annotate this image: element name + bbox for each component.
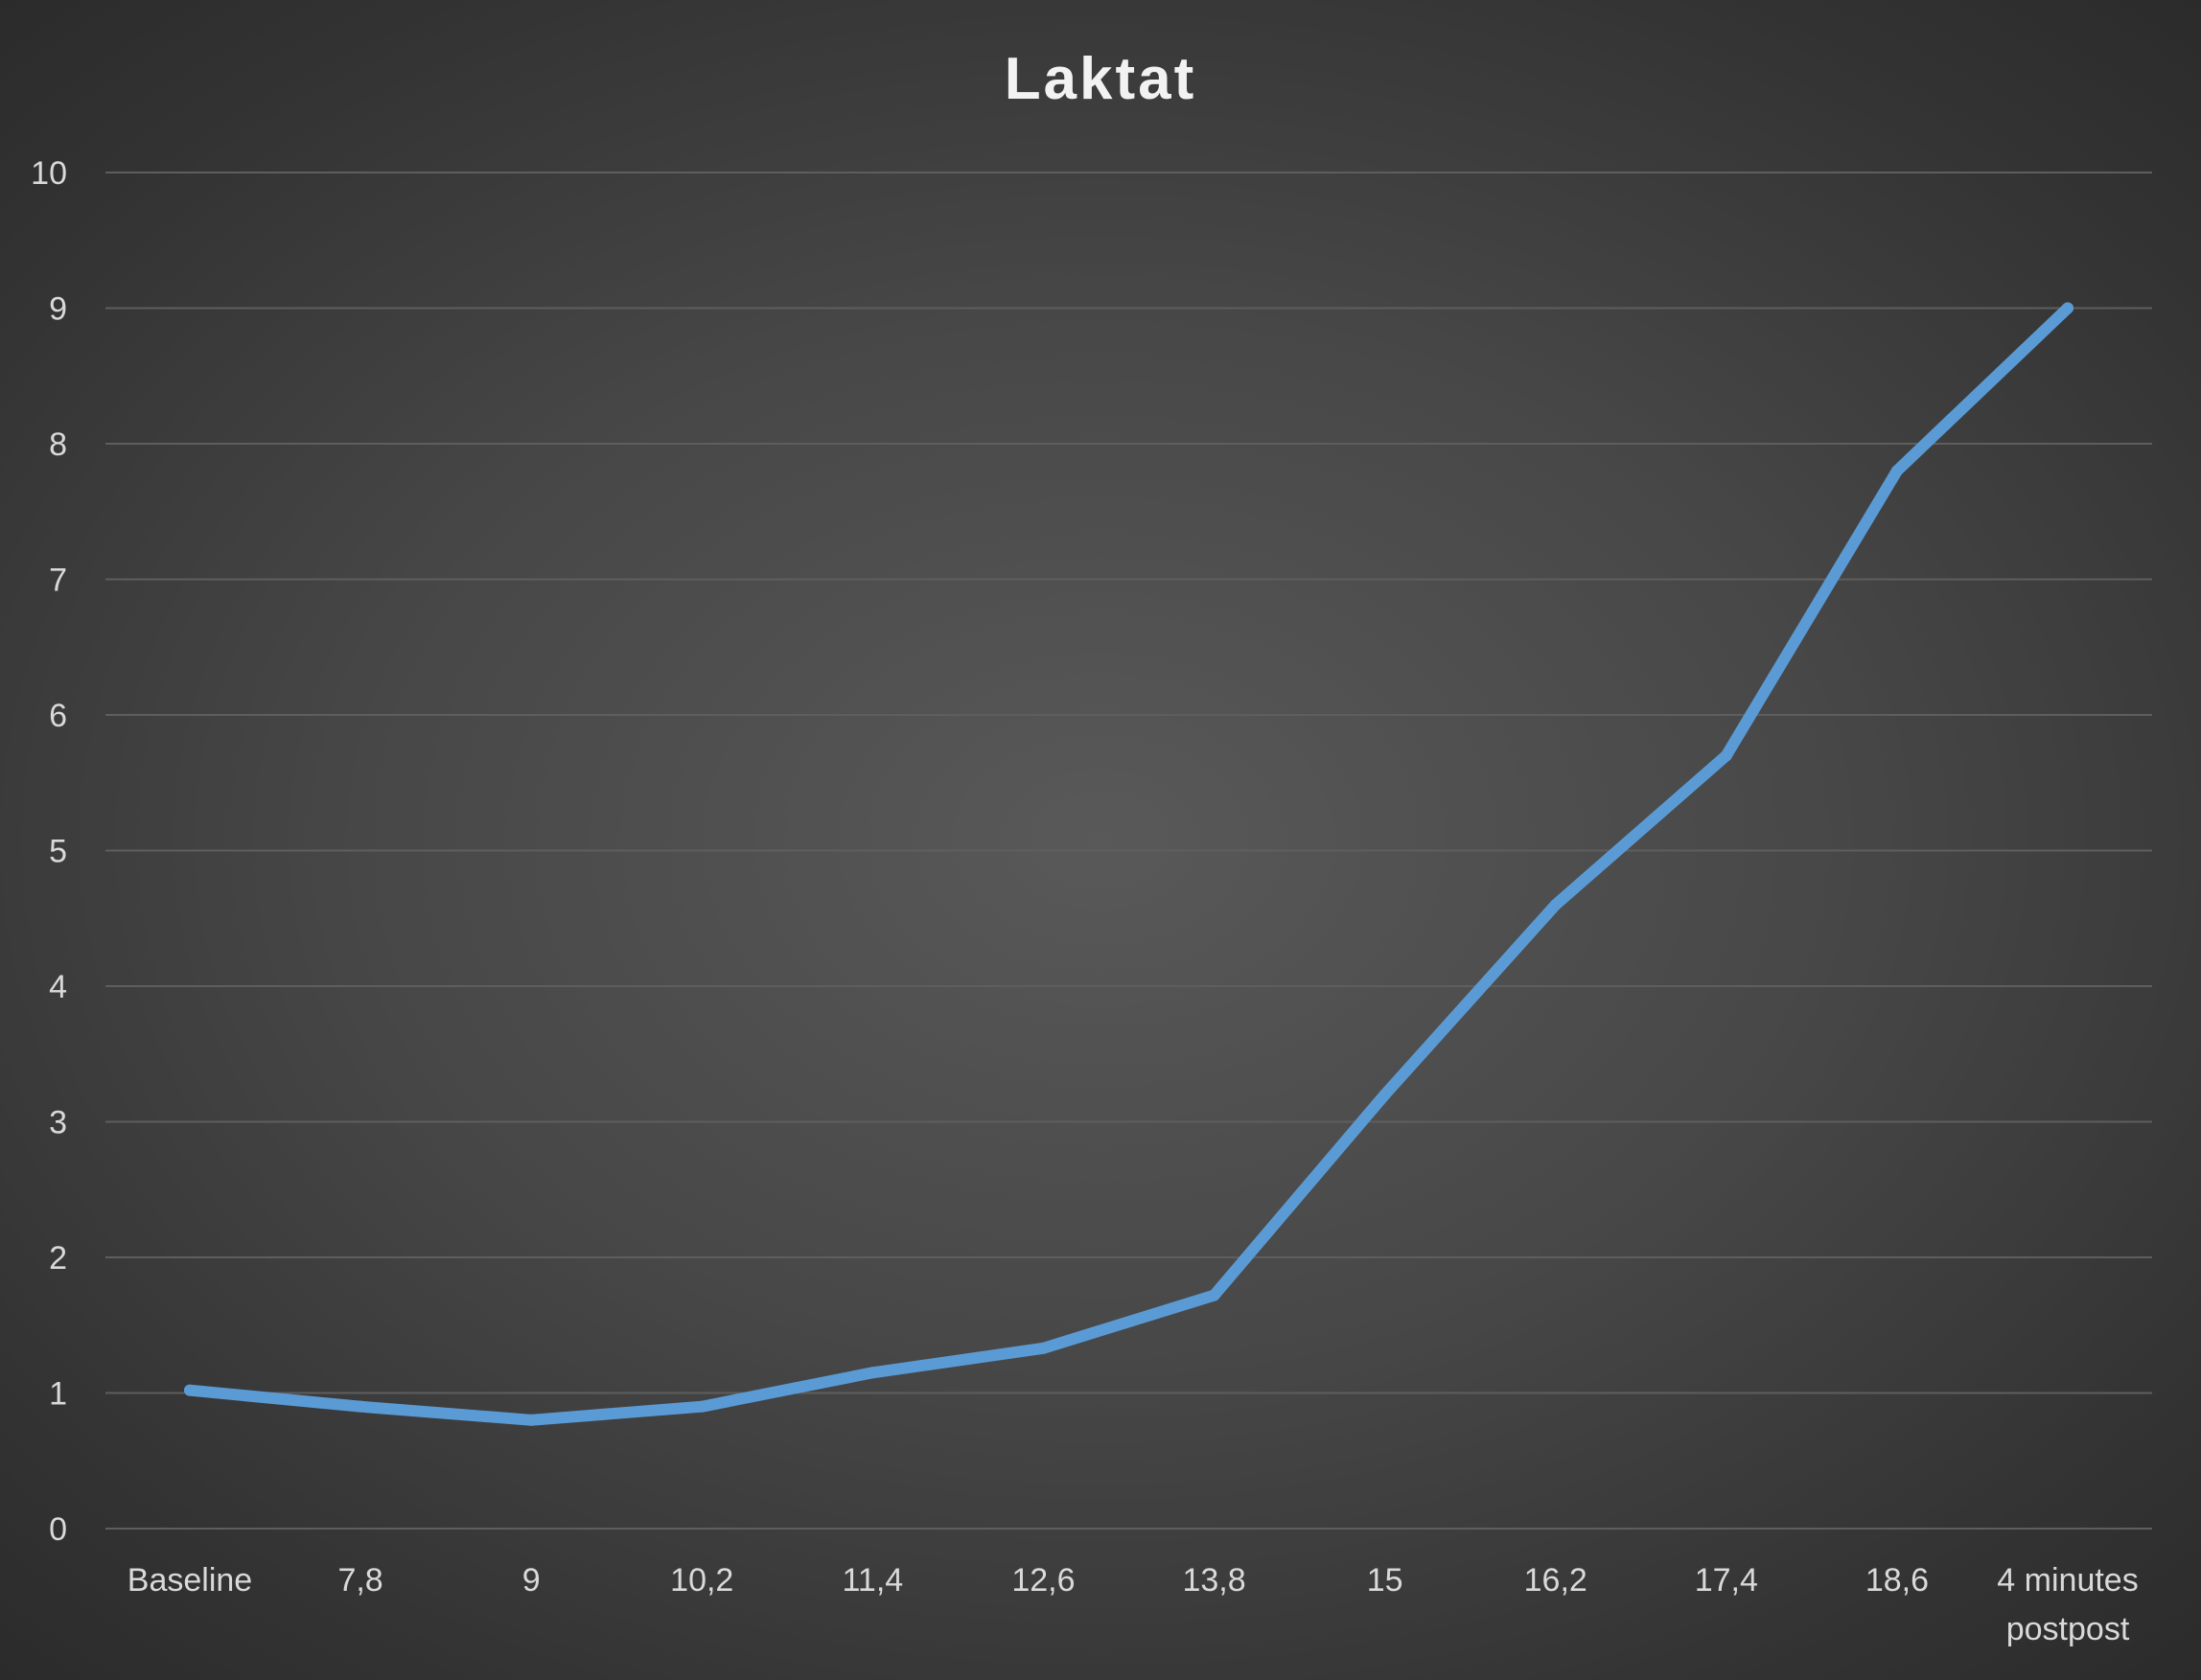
x-tick-label-line: 12,6: [1011, 1562, 1075, 1599]
data-point: [184, 1384, 196, 1396]
y-tick-label: 7: [49, 563, 67, 599]
y-tick-label: 0: [49, 1511, 67, 1548]
y-tick-label: 8: [49, 426, 67, 463]
y-axis-ticks: 0 1 2 3 4 5 6 7 8 9 10: [31, 155, 67, 1548]
data-point: [1379, 1089, 1391, 1101]
x-tick-label: Baseline: [127, 1562, 252, 1599]
x-tick-label: 7,8: [337, 1562, 382, 1599]
x-tick-label-line: 11,4: [843, 1562, 904, 1599]
series-line-0: [184, 302, 2074, 1426]
data-point: [1890, 465, 1903, 477]
x-tick-label: 15: [1367, 1562, 1403, 1599]
x-tick-label-line: 9: [522, 1562, 541, 1599]
grid-layer: [105, 172, 2152, 1530]
x-tick-label-line: 17,4: [1695, 1562, 1758, 1599]
data-point: [696, 1400, 708, 1413]
y-tick-label: 4: [49, 969, 67, 1005]
chart-title: Laktat: [1005, 46, 1197, 112]
series-layer: [184, 302, 2074, 1426]
x-tick-label: 10,2: [670, 1562, 733, 1599]
x-tick-label: 13,8: [1182, 1562, 1245, 1599]
x-tick-label-line: 16,2: [1524, 1562, 1587, 1599]
y-tick-label: 10: [31, 155, 67, 192]
x-tick-label: 17,4: [1695, 1562, 1758, 1599]
data-point: [1037, 1342, 1050, 1354]
y-tick-label: 1: [49, 1376, 67, 1413]
x-tick-label-line: postpost: [2006, 1611, 2130, 1647]
data-point: [1549, 899, 1562, 911]
x-tick-label-line: 18,6: [1865, 1562, 1929, 1599]
x-tick-label: 9: [522, 1562, 541, 1599]
y-tick-label: 9: [49, 291, 67, 328]
x-tick-label: 11,4: [843, 1562, 904, 1599]
x-tick-label-line: 4 minutes: [1997, 1562, 2138, 1599]
x-axis-ticks: Baseline 7,8 9 10,2 11,4 12,6 13,8 15 16,2 17,4 18…: [127, 1562, 2139, 1647]
x-tick-label-line: 15: [1367, 1562, 1403, 1599]
data-point: [525, 1414, 538, 1426]
x-tick-label: 4 minutes postpost: [1997, 1562, 2138, 1647]
y-tick-label: 2: [49, 1240, 67, 1277]
data-point: [2062, 302, 2074, 314]
data-point: [867, 1367, 879, 1379]
data-point: [1208, 1289, 1220, 1301]
x-tick-label-line: 7,8: [337, 1562, 382, 1599]
y-tick-label: 5: [49, 834, 67, 870]
data-point: [355, 1400, 367, 1413]
x-tick-label-line: 13,8: [1182, 1562, 1245, 1599]
x-tick-label: 18,6: [1865, 1562, 1929, 1599]
x-tick-label-line: Baseline: [127, 1562, 252, 1599]
y-tick-label: 6: [49, 698, 67, 734]
x-tick-label: 16,2: [1524, 1562, 1587, 1599]
x-tick-label-line: 10,2: [670, 1562, 733, 1599]
data-point: [1720, 749, 1732, 762]
y-tick-label: 3: [49, 1105, 67, 1141]
x-tick-label: 12,6: [1011, 1562, 1075, 1599]
